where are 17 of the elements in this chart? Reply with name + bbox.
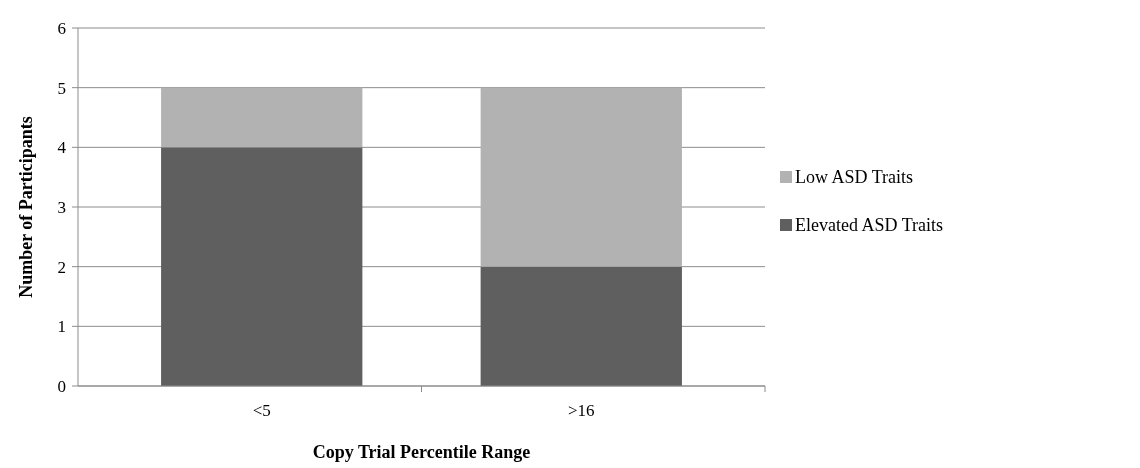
x-tick-label: <5 bbox=[252, 401, 271, 420]
bar bbox=[161, 87, 363, 148]
x-tick-label: >16 bbox=[567, 401, 595, 420]
y-tick-label: 2 bbox=[57, 257, 66, 277]
y-tick-label: 6 bbox=[57, 18, 66, 38]
y-tick-label: 5 bbox=[57, 78, 66, 98]
bar bbox=[480, 87, 682, 267]
y-tick-label: 3 bbox=[57, 197, 66, 217]
legend-label: Low ASD Traits bbox=[795, 167, 914, 188]
legend-label: Elevated ASD Traits bbox=[795, 215, 944, 236]
y-axis-title: Number of Participants bbox=[16, 116, 36, 298]
y-tick-label: 1 bbox=[57, 317, 66, 337]
y-tick-label: 4 bbox=[57, 138, 67, 158]
y-tick-label: 0 bbox=[57, 376, 66, 396]
x-axis-title: Copy Trial Percentile Range bbox=[312, 442, 531, 462]
bar bbox=[161, 147, 363, 386]
bar bbox=[480, 266, 682, 386]
